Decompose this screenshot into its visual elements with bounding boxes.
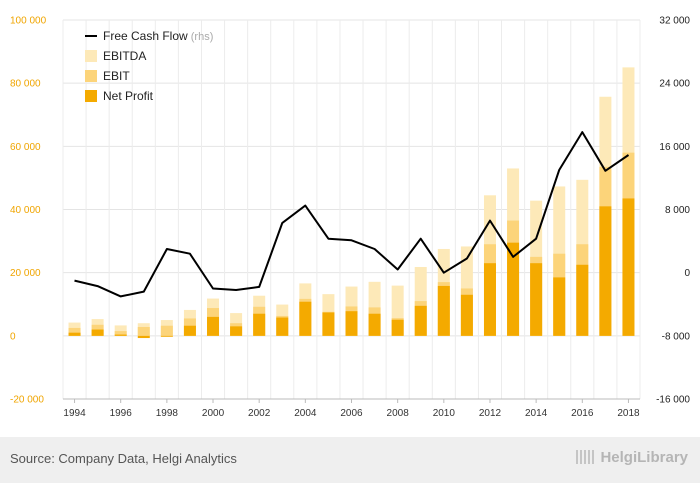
y-left-tick-label: 100 000 (10, 16, 47, 27)
x-tick-label: 2010 (433, 408, 456, 419)
y-right-tick-label: 8 000 (665, 205, 690, 216)
x-tick-label: 2008 (387, 408, 410, 419)
x-tick-label: 1994 (63, 408, 86, 419)
y-left-tick-label: 20 000 (10, 268, 41, 279)
legend-swatch-ebit (85, 70, 97, 82)
bar-net-profit (437, 285, 450, 336)
x-tick-label: 2006 (340, 408, 363, 419)
bar-net-profit (230, 326, 243, 336)
x-tick-label: 2000 (202, 408, 225, 419)
legend-swatch-ebitda (85, 50, 97, 62)
bar-net-profit (137, 335, 150, 339)
bar-net-profit (368, 313, 381, 336)
brand-logo-text: HelgiLibrary (600, 449, 688, 466)
legend: Free Cash Flow (rhs) EBITDA EBIT Net Profit (85, 29, 213, 103)
bar-net-profit (91, 329, 104, 336)
brand-logo[interactable]: HelgiLibrary (576, 449, 688, 466)
bar-net-profit (114, 334, 127, 336)
bar-ebit (114, 331, 127, 336)
y-right-tick-label: -8 000 (662, 331, 691, 342)
line-free-cash-flow (74, 131, 630, 298)
bar-net-profit (68, 332, 81, 336)
y-left-tick-label: 60 000 (10, 142, 41, 153)
bar-net-profit (299, 301, 312, 336)
y-right-tick-label: 16 000 (659, 142, 690, 153)
bar-net-profit (483, 263, 496, 336)
bar-net-profit (322, 312, 335, 336)
bar-net-profit (507, 242, 520, 336)
y-right-tick-label: 32 000 (659, 16, 690, 27)
bar-net-profit (391, 319, 404, 336)
bar-net-profit (276, 317, 289, 336)
bar-ebit (137, 326, 150, 336)
grid-lines (62, 19, 641, 400)
y-left-tick-label: 40 000 (10, 205, 41, 216)
y-left-tick-label: -20 000 (10, 395, 44, 406)
x-tick-label: 2014 (525, 408, 548, 419)
bar-net-profit (576, 264, 589, 336)
y-left-tick-label: 0 (10, 331, 16, 342)
bar-net-profit (183, 325, 196, 336)
bar-ebit (68, 327, 81, 336)
bar-net-profit (345, 311, 358, 336)
bar-net-profit (553, 277, 566, 336)
x-tick-label: 2018 (617, 408, 640, 419)
bar-net-profit (160, 335, 173, 337)
bar-series (68, 67, 635, 339)
bar-net-profit (530, 263, 543, 336)
chart: -20 000 -16 000 0 -8 000 20 000 0 40 000 8 000 6… (10, 16, 690, 420)
legend-sub-label: (rhs) (188, 31, 214, 43)
legend-label-ebitda: EBITDA (103, 49, 146, 63)
x-tick-label: 2002 (248, 408, 271, 419)
x-tick-label: 2004 (294, 408, 317, 419)
footer: Source: Company Data, Helgi Analytics He… (0, 437, 700, 483)
source-note: Source: Company Data, Helgi Analytics (10, 451, 237, 466)
legend-label-ebit: EBIT (103, 69, 130, 83)
y-right-tick-label: -16 000 (656, 395, 690, 406)
legend-swatch-net-profit (85, 90, 97, 102)
y-left-tick-label: 80 000 (10, 79, 41, 90)
bar-ebit (160, 325, 173, 336)
bar-net-profit (253, 313, 266, 336)
x-tick-label: 1998 (156, 408, 179, 419)
bar-net-profit (414, 305, 427, 336)
x-tick-label: 1996 (110, 408, 133, 419)
x-tick-label: 2016 (571, 408, 594, 419)
y-right-tick-label: 24 000 (659, 79, 690, 90)
library-logo-icon (576, 450, 597, 464)
bar-net-profit (460, 294, 473, 336)
legend-label-free-cash-flow: Free Cash Flow (rhs) (103, 29, 213, 43)
bar-net-profit (622, 198, 635, 336)
line-series (74, 131, 630, 298)
bar-net-profit (207, 316, 220, 336)
y-right-tick-label: 0 (684, 268, 690, 279)
legend-label-net-profit: Net Profit (103, 89, 154, 103)
bar-ebitda (114, 325, 127, 336)
axes: -20 000 -16 000 0 -8 000 20 000 0 40 000 8 000 6… (10, 16, 690, 420)
x-tick-label: 2012 (479, 408, 502, 419)
bar-net-profit (599, 206, 612, 336)
